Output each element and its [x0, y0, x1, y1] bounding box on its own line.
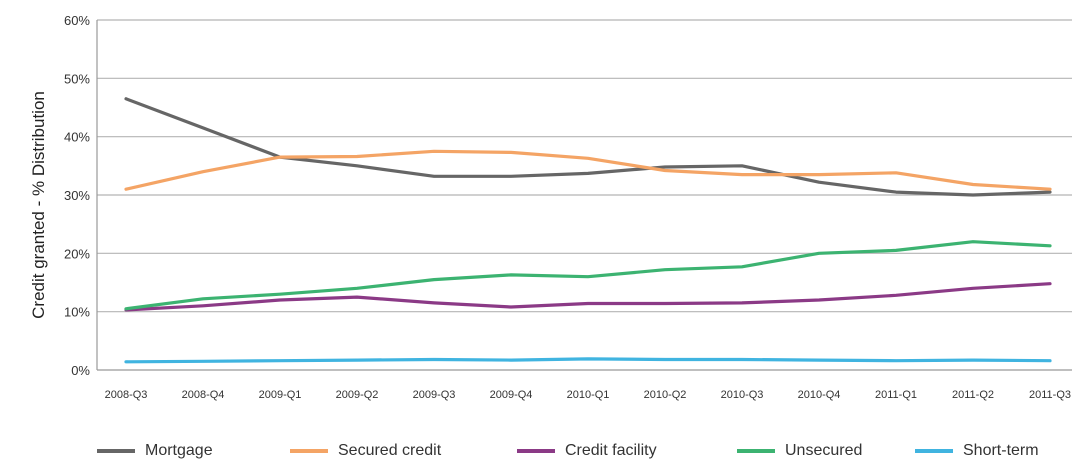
x-tick-label: 2011-Q2	[952, 389, 994, 401]
legend-label: Mortgage	[145, 442, 213, 459]
x-tick-label: 2009-Q4	[490, 389, 533, 401]
x-tick-label: 2011-Q3	[1029, 389, 1071, 401]
x-tick-label: 2011-Q1	[875, 389, 917, 401]
legend-item: Secured credit	[290, 437, 441, 465]
legend-swatch	[915, 449, 953, 453]
series-line-mortgage	[124, 97, 1052, 197]
series-lines	[124, 97, 1052, 364]
x-tick-label: 2008-Q4	[182, 389, 225, 401]
series-line-secured-credit	[124, 149, 1052, 191]
y-tick-label: 20%	[64, 246, 90, 261]
x-axis-ticks: 2008-Q3 2008-Q4 2009-Q1 2009-Q2 2009-Q3 2009-…	[105, 389, 1071, 401]
line-chart: 0% 10% 20% 30% 40% 50% 60% 2008-Q3 2008-Q4 2009-…	[29, 13, 1072, 401]
x-tick-label: 2010-Q3	[721, 389, 764, 401]
legend-item: Mortgage	[97, 437, 213, 465]
grid-lines	[96, 19, 1072, 371]
legend-label: Credit facility	[565, 442, 657, 459]
y-axis-ticks: 0% 10% 20% 30% 40% 50% 60%	[64, 13, 90, 378]
series-line-credit-facility	[124, 282, 1052, 312]
legend-item: Credit facility	[517, 437, 657, 465]
x-tick-label: 2009-Q3	[413, 389, 456, 401]
y-tick-label: 60%	[64, 13, 90, 28]
legend-swatch	[97, 449, 135, 453]
series-line-unsecured	[124, 240, 1052, 311]
y-tick-label: 10%	[64, 305, 90, 320]
legend-item: Unsecured	[737, 437, 862, 465]
x-tick-label: 2008-Q3	[105, 389, 148, 401]
x-tick-label: 2010-Q1	[567, 389, 610, 401]
legend: Mortgage Secured credit Credit facility Uns…	[0, 437, 1080, 465]
y-tick-label: 30%	[64, 188, 90, 203]
x-tick-label: 2010-Q4	[798, 389, 841, 401]
series-line-short-term	[124, 357, 1052, 364]
y-tick-label: 40%	[64, 130, 90, 145]
legend-label: Secured credit	[338, 442, 442, 459]
x-tick-label: 2010-Q2	[644, 389, 687, 401]
legend-swatch	[517, 449, 555, 453]
y-tick-label: 50%	[64, 71, 90, 86]
x-tick-label: 2009-Q2	[336, 389, 379, 401]
legend-item: Short-term	[915, 437, 1039, 465]
legend-label: Unsecured	[785, 442, 863, 459]
legend-swatch	[737, 449, 775, 453]
y-axis-label: Credit granted - % Distribution	[29, 91, 48, 319]
y-tick-label: 0%	[71, 363, 90, 378]
x-tick-label: 2009-Q1	[259, 389, 302, 401]
legend-swatch	[290, 449, 328, 453]
legend-label: Short-term	[963, 442, 1039, 459]
